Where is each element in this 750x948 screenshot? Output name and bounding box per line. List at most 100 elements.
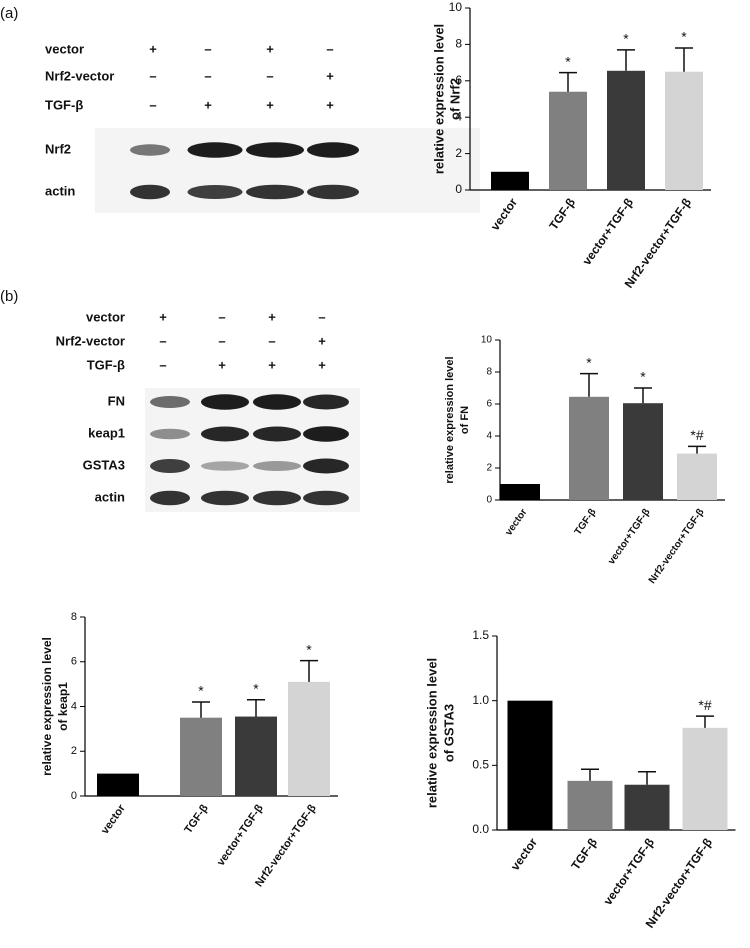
condition-label: Nrf2-vector [45,68,114,83]
condition-sign: + [218,357,226,372]
condition-sign: – [266,68,273,83]
condition-sign: – [149,97,156,112]
y-tick-label: 8 [71,611,77,623]
y-axis-label: of Nrf2 [447,78,462,120]
y-tick-label: 8 [486,367,492,378]
y-axis-label: relative expression level [424,658,439,808]
y-tick-label: 8 [455,37,462,51]
panel-label: (a) [0,5,18,22]
y-tick-label: 2 [486,463,492,474]
condition-sign: – [218,333,225,348]
blot-band [253,461,301,471]
condition-sign: – [318,309,325,324]
x-tick-label: TGF-β [573,507,599,537]
blot-band [201,461,249,471]
blot-band [253,394,301,410]
condition-sign: + [266,41,274,56]
blot-band [246,184,304,200]
x-tick-label: Nrf2-vector+TGF-β [647,507,707,586]
x-tick-label: Nrf2-vector+TGF-β [643,836,715,931]
y-axis-label: relative expression level [444,356,456,483]
error-bar [638,771,656,785]
condition-sign: – [149,68,156,83]
condition-sign: + [204,97,212,112]
x-tick-label: vector [99,802,128,837]
significance-mark: * [253,680,259,696]
bar [607,70,645,190]
condition-label: Nrf2-vector [56,333,125,348]
x-tick-label: Nrf2-vector+TGF-β [253,802,319,889]
condition-label: vector [86,309,125,324]
band-label: GSTA3 [83,457,125,472]
condition-sign: + [268,357,276,372]
y-tick-label: 6 [455,73,462,87]
bar [665,71,703,190]
significance-mark: *# [698,697,711,713]
panel-label: (b) [0,288,18,305]
error-bar [559,71,577,92]
significance-mark: * [640,369,646,385]
bar [677,453,717,500]
band-label: keap1 [88,425,125,440]
error-bar [688,445,706,454]
y-tick-label: 6 [71,656,77,668]
y-tick-label: 4 [455,109,462,123]
condition-label: TGF-β [45,97,83,112]
error-bar [675,47,693,72]
bar [549,91,587,190]
x-tick-label: vector [488,195,520,233]
blot-band [150,490,190,506]
significance-mark: * [623,31,629,47]
y-tick-label: 0.0 [472,822,489,836]
error-bar [581,768,599,781]
y-tick-label: 10 [481,335,493,346]
blot-band [303,426,349,442]
condition-sign: + [318,357,326,372]
condition-sign: – [326,41,333,56]
blot-band [130,144,170,156]
error-bar [247,699,265,717]
y-tick-label: 0 [486,495,492,506]
y-axis-label: relative expression level [431,24,446,174]
condition-sign: – [204,41,211,56]
blot-band [246,142,304,158]
bar [567,780,613,830]
y-tick-label: 4 [486,431,492,442]
condition-sign: + [149,41,157,56]
condition-sign: – [159,357,166,372]
x-tick-label: TGF-β [182,802,211,836]
bar [507,700,553,830]
error-bar [580,372,598,397]
error-bar [192,701,210,718]
blot-band [253,426,301,442]
x-tick-label: vector+TGF-β [580,196,636,268]
bar [682,727,728,830]
blot-band [303,458,349,474]
blot-band [150,428,190,440]
band-label: FN [108,393,125,408]
condition-sign: – [218,309,225,324]
condition-sign: + [159,309,167,324]
significance-mark: *# [690,427,703,443]
x-tick-label: vector+TGF-β [215,802,266,868]
y-axis-label: of FN [459,406,471,434]
condition-sign: + [266,97,274,112]
blot-band [130,184,170,200]
bar [288,681,330,796]
bar [500,484,540,500]
x-tick-label: TGF-β [568,836,600,873]
y-tick-label: 0.5 [472,758,489,772]
blot-background [95,128,480,213]
error-bar [696,715,714,728]
x-tick-label: Nrf2-vector+TGF-β [622,196,694,291]
y-tick-label: 1.0 [472,693,489,707]
significance-mark: * [586,354,592,370]
condition-sign: + [318,333,326,348]
y-tick-label: 4 [71,700,77,712]
bar [623,403,663,500]
y-tick-label: 0 [71,790,77,802]
error-bar [300,659,318,682]
significance-mark: * [198,683,204,699]
x-tick-label: vector+TGF-β [601,836,657,908]
